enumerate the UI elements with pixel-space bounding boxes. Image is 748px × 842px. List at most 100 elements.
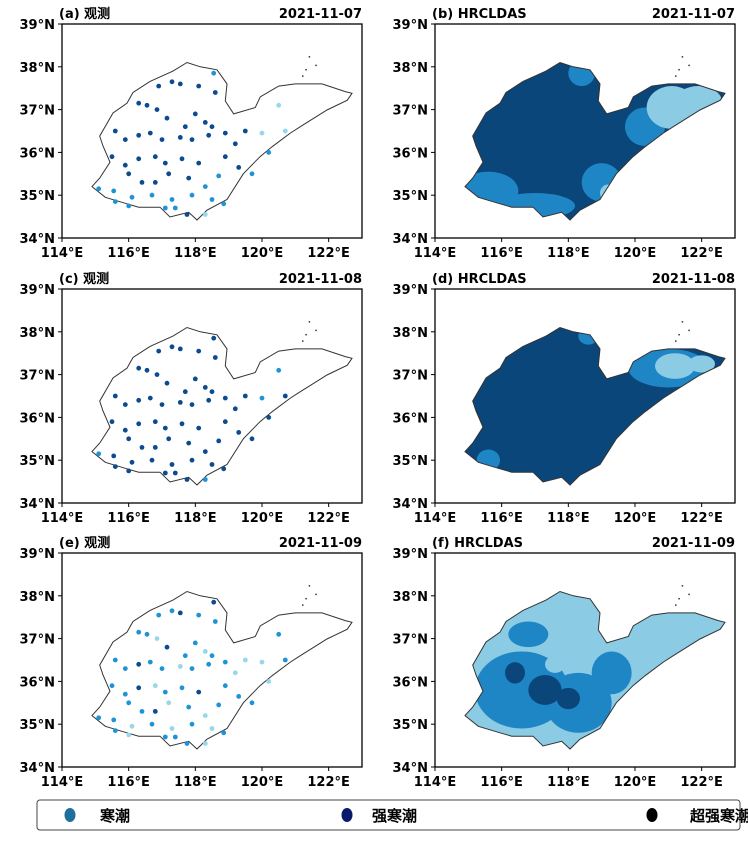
station-point xyxy=(112,464,118,469)
station-point xyxy=(236,694,242,699)
x-tick-label: 120°E xyxy=(241,511,284,526)
y-tick-label: 36°N xyxy=(20,411,55,426)
legend-box xyxy=(36,799,741,831)
station-point xyxy=(179,685,185,691)
station-point xyxy=(149,457,155,463)
station-point xyxy=(136,100,142,106)
hrcldas-field xyxy=(465,591,725,749)
map-background xyxy=(62,289,362,503)
station-point xyxy=(147,395,153,401)
x-tick-label: 118°E xyxy=(547,246,590,261)
station-point xyxy=(249,700,255,706)
station-point xyxy=(222,683,228,689)
field-region-medium xyxy=(508,621,549,648)
station-point xyxy=(169,462,175,467)
station-point xyxy=(222,154,228,160)
station-point xyxy=(96,186,102,192)
y-tick-label: 37°N xyxy=(393,369,428,384)
station-point xyxy=(96,715,102,721)
station-point xyxy=(209,726,215,731)
station-point xyxy=(162,734,168,740)
station-point xyxy=(202,385,208,390)
station-point xyxy=(136,397,142,403)
station-point xyxy=(152,709,158,714)
station-point xyxy=(259,130,265,136)
y-tick-label: 39°N xyxy=(20,283,55,298)
y-tick-label: 36°N xyxy=(393,675,428,690)
x-tick-label: 118°E xyxy=(174,246,217,261)
station-point xyxy=(222,659,228,665)
y-tick-label: 38°N xyxy=(20,61,55,76)
station-point xyxy=(202,741,208,746)
station-point xyxy=(152,419,158,425)
map-frame xyxy=(61,552,363,768)
station-point xyxy=(166,700,172,706)
station-point xyxy=(266,679,272,684)
station-point xyxy=(202,649,208,654)
station-point xyxy=(164,380,170,386)
island-mark xyxy=(675,340,677,342)
station-point xyxy=(154,107,160,112)
station-point xyxy=(154,372,160,377)
panel-title: (e) 观测 xyxy=(59,535,110,551)
station-point xyxy=(144,102,150,108)
station-point xyxy=(189,457,195,463)
station-point xyxy=(232,141,238,147)
station-point xyxy=(209,197,215,202)
station-point xyxy=(162,689,168,695)
island-mark xyxy=(302,340,304,342)
x-tick-label: 122°E xyxy=(680,246,723,261)
legend-label-strong-cold-wave: 强寒潮 xyxy=(372,807,417,825)
station-point xyxy=(136,365,142,371)
station-point xyxy=(192,640,198,646)
station-point xyxy=(177,81,183,87)
station-point xyxy=(259,395,265,401)
station-point xyxy=(122,162,128,168)
map-panel-b: 114°E 116°E 118°E 120°E 122°E 39°N 38°N 37°N 36°… xyxy=(393,7,736,261)
station-point xyxy=(216,173,222,179)
station-point xyxy=(162,425,168,431)
x-tick-label: 114°E xyxy=(414,775,457,790)
y-tick-label: 34°N xyxy=(393,761,428,776)
y-tick-label: 37°N xyxy=(20,104,55,119)
station-point xyxy=(232,670,238,676)
x-tick-label: 114°E xyxy=(41,246,84,261)
station-point xyxy=(152,180,158,185)
island-mark xyxy=(305,597,307,600)
station-point xyxy=(112,657,118,663)
x-tick-label: 116°E xyxy=(480,775,523,790)
legend-label-cold-wave: 寒潮 xyxy=(100,807,130,825)
x-tick-label: 116°E xyxy=(480,246,523,261)
x-tick-label: 114°E xyxy=(414,511,457,526)
field-region-light xyxy=(655,353,695,379)
x-tick-label: 120°E xyxy=(614,511,657,526)
x-tick-label: 116°E xyxy=(107,775,150,790)
island-mark xyxy=(308,321,311,323)
hrcldas-field xyxy=(465,62,725,220)
station-point xyxy=(282,128,288,134)
station-point xyxy=(202,212,208,217)
station-point xyxy=(152,154,158,160)
station-point xyxy=(249,436,255,442)
station-point xyxy=(126,700,132,706)
station-point xyxy=(202,120,208,125)
y-tick-label: 34°N xyxy=(393,232,428,247)
station-point xyxy=(172,205,178,211)
panel-title: (a) 观测 xyxy=(59,6,110,22)
panel-title: (f) HRCLDAS xyxy=(432,536,523,551)
station-point xyxy=(169,608,175,614)
station-point xyxy=(189,721,195,727)
station-point xyxy=(236,430,242,435)
field-region-medium xyxy=(591,651,632,695)
station-point xyxy=(154,636,160,641)
station-point xyxy=(122,402,128,407)
island-mark xyxy=(675,75,677,77)
station-point xyxy=(189,666,195,671)
station-point xyxy=(221,730,227,736)
y-tick-label: 36°N xyxy=(393,411,428,426)
station-point xyxy=(177,135,183,140)
station-point xyxy=(196,689,202,695)
y-tick-label: 35°N xyxy=(20,718,55,733)
station-point xyxy=(212,619,218,624)
station-point xyxy=(169,726,175,731)
